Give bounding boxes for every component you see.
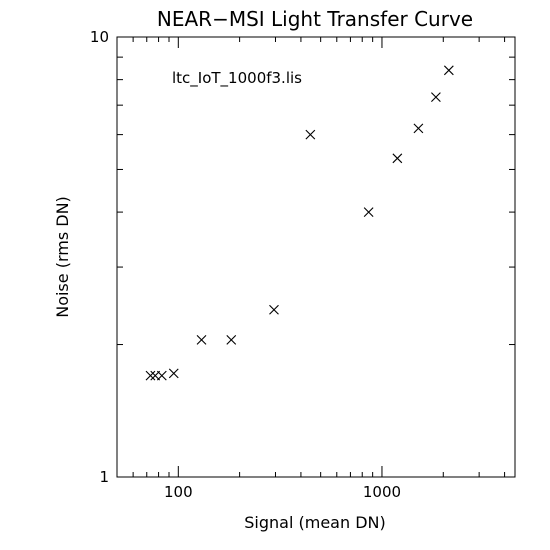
x-tick-label: 1000	[363, 483, 401, 501]
data-point	[363, 207, 374, 217]
data-points	[145, 65, 454, 381]
x-tick-label: 100	[164, 483, 193, 501]
data-point	[269, 304, 279, 315]
y-axis-label: Noise (rms DN)	[53, 196, 72, 318]
dataset-annotation: ltc_IoT_1000f3.lis	[172, 69, 302, 88]
axis-ticks	[116, 36, 515, 478]
data-point	[168, 368, 179, 379]
marker-stroke	[196, 334, 207, 345]
marker-stroke	[413, 123, 424, 134]
marker-stroke	[363, 207, 374, 217]
marker-stroke	[305, 129, 316, 140]
marker-stroke	[443, 65, 454, 76]
axis-tick-labels: 100 1000 1 10	[90, 28, 401, 501]
y-tick-label: 10	[90, 28, 109, 46]
marker-stroke	[168, 368, 179, 379]
data-point	[305, 129, 316, 140]
x-axis-label: Signal (mean DN)	[244, 513, 385, 532]
chart-title: NEAR−MSI Light Transfer Curve	[157, 7, 473, 31]
data-point	[443, 65, 454, 76]
data-point	[145, 370, 156, 381]
data-point	[196, 334, 207, 345]
data-point	[413, 123, 424, 134]
plot-frame	[116, 36, 516, 478]
marker-stroke	[269, 304, 279, 315]
marker-stroke	[226, 334, 237, 345]
marker-stroke	[392, 153, 403, 164]
marker-stroke	[145, 370, 156, 381]
data-point	[392, 153, 403, 164]
marker-stroke	[431, 92, 441, 103]
data-point	[431, 92, 441, 103]
data-point	[226, 334, 237, 345]
y-tick-label: 1	[99, 468, 109, 486]
marker-stroke	[156, 370, 167, 381]
data-point	[156, 370, 167, 381]
